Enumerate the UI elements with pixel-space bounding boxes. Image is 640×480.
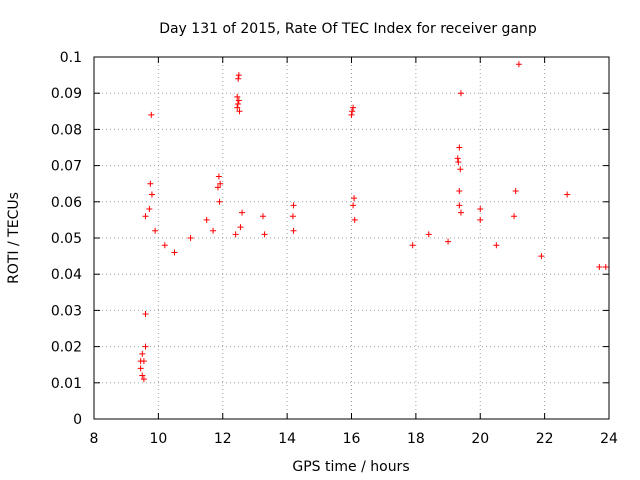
y-tick-label: 0.05 bbox=[51, 231, 82, 247]
data-point bbox=[602, 263, 609, 270]
data-point bbox=[290, 227, 297, 234]
data-point bbox=[148, 191, 155, 198]
data-point bbox=[261, 231, 268, 238]
data-point bbox=[456, 187, 463, 194]
data-point bbox=[215, 173, 222, 180]
data-point bbox=[142, 213, 149, 220]
y-axis-label: ROTI / TECUs bbox=[6, 192, 22, 284]
data-point bbox=[235, 75, 242, 82]
data-point bbox=[348, 111, 355, 118]
data-points bbox=[137, 61, 609, 383]
data-point bbox=[493, 242, 500, 249]
data-point bbox=[259, 213, 266, 220]
data-point bbox=[457, 166, 464, 173]
data-point bbox=[351, 216, 358, 223]
data-point bbox=[445, 238, 452, 245]
data-point bbox=[596, 263, 603, 270]
data-point bbox=[234, 93, 241, 100]
data-point bbox=[217, 180, 224, 187]
data-point bbox=[425, 231, 432, 238]
data-point bbox=[142, 311, 149, 318]
data-point bbox=[214, 184, 221, 191]
x-tick-label: 16 bbox=[343, 431, 361, 447]
data-point bbox=[171, 249, 178, 256]
data-point bbox=[152, 227, 159, 234]
data-point bbox=[239, 209, 246, 216]
x-tick-label: 22 bbox=[536, 431, 554, 447]
data-point bbox=[232, 231, 239, 238]
data-point bbox=[142, 343, 149, 350]
x-tick-label: 24 bbox=[600, 431, 618, 447]
data-point bbox=[538, 253, 545, 260]
data-point bbox=[161, 242, 168, 249]
y-tick-label: 0.03 bbox=[51, 303, 82, 319]
data-point bbox=[457, 90, 464, 97]
data-point bbox=[137, 358, 144, 365]
data-point bbox=[139, 350, 146, 357]
data-point bbox=[235, 97, 242, 104]
data-point bbox=[235, 72, 242, 79]
data-point bbox=[456, 144, 463, 151]
data-point bbox=[349, 108, 356, 115]
x-tick-label: 14 bbox=[278, 431, 296, 447]
chart-title: Day 131 of 2015, Rate Of TEC Index for r… bbox=[159, 21, 537, 37]
axis-ticks bbox=[93, 56, 610, 420]
data-point bbox=[187, 235, 194, 241]
data-point bbox=[146, 206, 153, 213]
x-tick-label: 20 bbox=[471, 431, 489, 447]
y-tick-label: 0.09 bbox=[51, 86, 82, 102]
data-point bbox=[350, 202, 357, 209]
data-point bbox=[456, 202, 463, 209]
y-tick-label: 0 bbox=[73, 412, 82, 428]
y-tick-label: 0.07 bbox=[51, 159, 82, 175]
data-point bbox=[139, 372, 146, 379]
data-point bbox=[455, 158, 462, 165]
x-tick-label: 18 bbox=[407, 431, 425, 447]
data-point bbox=[237, 224, 244, 231]
data-point bbox=[216, 198, 223, 205]
y-tick-label: 0.04 bbox=[51, 267, 82, 283]
data-point bbox=[350, 104, 357, 111]
x-tick-label: 8 bbox=[90, 431, 99, 447]
data-point bbox=[564, 191, 571, 198]
data-point bbox=[203, 216, 210, 223]
y-tick-label: 0.01 bbox=[51, 376, 82, 392]
data-point bbox=[454, 155, 461, 162]
data-point bbox=[457, 209, 464, 216]
data-point bbox=[477, 206, 484, 213]
y-tick-label: 0.02 bbox=[51, 340, 82, 356]
data-point bbox=[147, 180, 154, 187]
data-point bbox=[137, 365, 144, 372]
data-point bbox=[234, 101, 241, 108]
data-point bbox=[148, 111, 155, 118]
x-tick-label: 10 bbox=[149, 431, 167, 447]
y-tick-label: 0.1 bbox=[60, 50, 82, 66]
data-point bbox=[210, 227, 217, 234]
data-point bbox=[511, 213, 518, 220]
data-point bbox=[140, 376, 147, 383]
data-point bbox=[477, 216, 484, 223]
x-tick-labels: 8 10 12 14 16 18 20 22 24 bbox=[90, 431, 618, 447]
data-point bbox=[236, 108, 243, 115]
data-point bbox=[512, 187, 519, 194]
x-tick-label: 12 bbox=[214, 431, 232, 447]
y-tick-labels: 0 0.01 0.02 0.03 0.04 0.05 0.06 0.07 0.08 0.09 0.1 bbox=[51, 50, 82, 428]
data-point bbox=[351, 195, 358, 202]
data-point bbox=[289, 213, 296, 220]
x-axis-label: GPS time / hours bbox=[292, 459, 409, 475]
y-tick-label: 0.06 bbox=[51, 195, 82, 211]
data-point bbox=[290, 202, 297, 209]
data-point bbox=[515, 61, 522, 68]
data-point bbox=[409, 242, 416, 249]
y-tick-label: 0.08 bbox=[51, 122, 82, 138]
data-point bbox=[234, 104, 241, 111]
